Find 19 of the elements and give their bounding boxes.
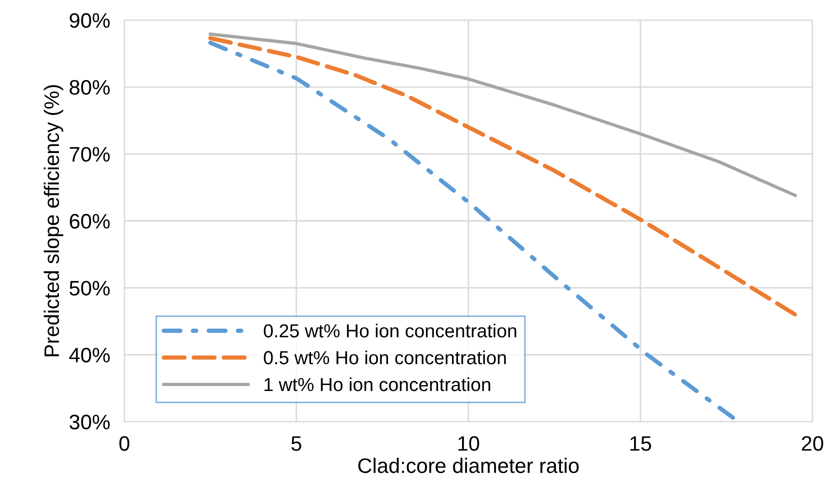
y-axis-title: Predicted slope efficiency (%) <box>44 85 64 356</box>
legend-label: 0.5 wt% Ho ion concentration <box>264 350 506 364</box>
line-series <box>208 32 797 198</box>
y-tick-label: 30% <box>70 414 110 430</box>
y-tick-label: 90% <box>70 13 110 28</box>
y-tick-label: 80% <box>70 80 110 95</box>
x-tick-label: 15 <box>630 436 652 451</box>
legend-label: 1 wt% Ho ion concentration <box>264 377 490 392</box>
y-tick-label: 60% <box>70 214 110 229</box>
legend-label: 0.25 wt% Ho ion concentration <box>264 324 516 338</box>
y-tick-label: 50% <box>70 280 110 296</box>
x-axis-title: Clad:core diameter ratio <box>358 458 579 474</box>
x-tick-label: 0 <box>119 436 130 451</box>
x-tick-label: 10 <box>458 436 480 451</box>
y-tick-label: 40% <box>69 348 110 362</box>
y-tick-label: 70% <box>70 146 110 162</box>
x-tick-label: 5 <box>291 436 302 451</box>
line-series <box>208 36 798 317</box>
x-tick-label: 20 <box>802 436 824 451</box>
